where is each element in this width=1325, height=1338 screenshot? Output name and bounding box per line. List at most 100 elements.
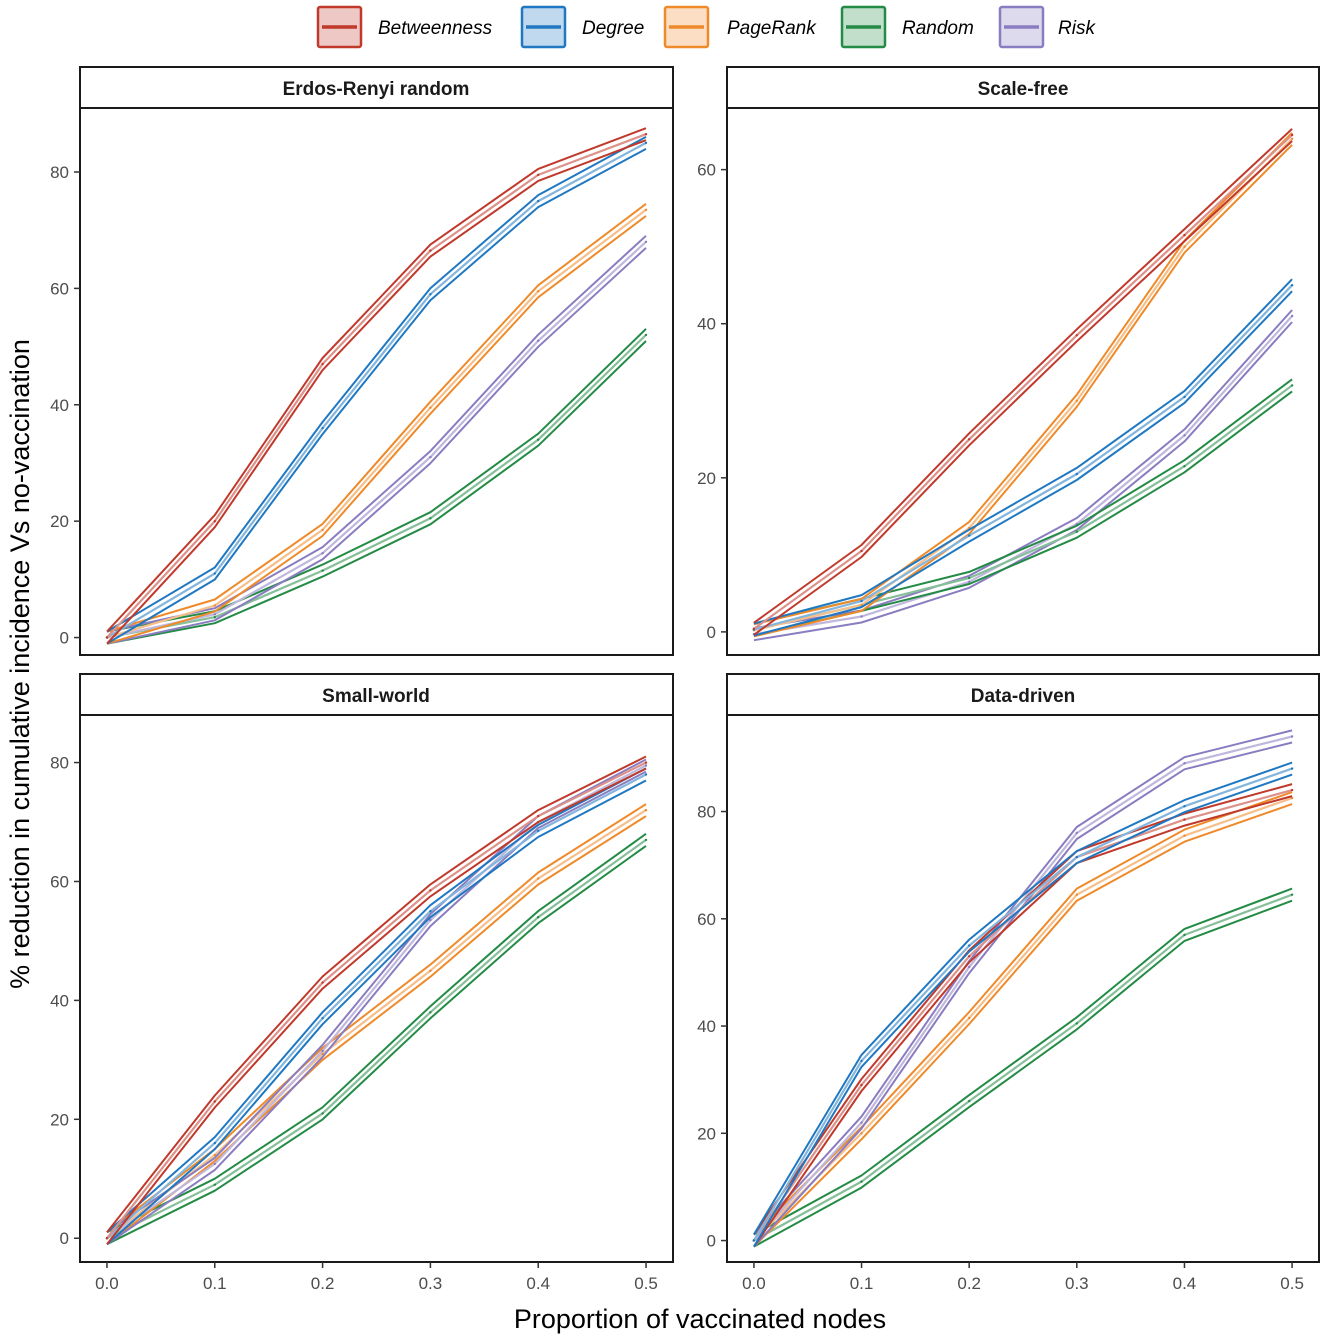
- x-tick-label: 0.5: [634, 1274, 658, 1293]
- x-tick-label: 0.2: [957, 1274, 981, 1293]
- series-degree-point: [644, 773, 648, 776]
- series-random-upper: [106, 328, 647, 633]
- series-pagerank-upper: [753, 791, 1293, 1236]
- series-risk-point: [860, 615, 863, 618]
- series-random-lower: [106, 340, 647, 645]
- legend-label-risk: Risk: [1058, 18, 1096, 39]
- series-betweenness: [105, 755, 648, 1245]
- series-betweenness-point: [1183, 233, 1186, 237]
- series-degree-point: [860, 1059, 863, 1063]
- y-tick-label: 40: [50, 396, 69, 415]
- series-betweenness-point: [429, 249, 432, 252]
- series-betweenness-point: [968, 955, 971, 958]
- series-pagerank-point: [1290, 137, 1294, 140]
- y-tick-label: 80: [50, 163, 69, 182]
- series-degree-point: [1290, 767, 1294, 770]
- series-random-point: [321, 1112, 324, 1115]
- series-random-lower: [753, 899, 1293, 1248]
- series-degree-point: [968, 944, 971, 947]
- series-betweenness-lower: [106, 767, 647, 1245]
- series-degree-line: [106, 773, 647, 1240]
- series-pagerank-point: [1075, 893, 1079, 896]
- plot-area: [726, 714, 1320, 1263]
- legend-item-random: Random: [840, 5, 974, 49]
- y-axis: 0 20 40 60: [697, 161, 727, 642]
- series-random-point: [1290, 893, 1294, 896]
- series-pagerank-point: [860, 603, 863, 607]
- series-degree-point: [752, 1239, 756, 1242]
- series-degree-point: [429, 293, 432, 296]
- series-betweenness-point: [429, 889, 432, 892]
- series-betweenness-point: [537, 814, 540, 818]
- y-tick-label: 40: [697, 1017, 716, 1036]
- series-risk-point: [860, 1121, 863, 1124]
- series-risk-lower: [106, 247, 647, 645]
- legend-item-pagerank: PageRank: [663, 5, 817, 49]
- series-degree-lower: [753, 290, 1293, 637]
- legend: Betweenness Degree PageRank Random Risk: [316, 5, 1096, 49]
- series-pagerank-line: [753, 138, 1293, 632]
- y-tick-label: 40: [50, 991, 69, 1010]
- series-random-upper: [106, 832, 647, 1234]
- series-random-point: [1183, 933, 1186, 937]
- series-betweenness-line: [106, 133, 647, 639]
- series-pagerank-upper: [106, 803, 647, 1233]
- y-axis: 0 20 40 60 80: [697, 803, 727, 1251]
- series-random-point: [1075, 530, 1079, 533]
- series-risk-point: [644, 240, 648, 243]
- legend-label-betweenness: Betweenness: [378, 18, 493, 39]
- series-betweenness-point: [105, 1237, 109, 1240]
- x-tick-label: 0.5: [1280, 1274, 1304, 1293]
- series-random-line: [106, 334, 647, 639]
- series-random: [105, 328, 648, 645]
- series-degree-point: [860, 599, 863, 603]
- series-pagerank-point: [1183, 834, 1186, 837]
- series-random-point: [1290, 384, 1294, 387]
- series-random: [752, 887, 1294, 1248]
- series-random: [105, 832, 648, 1246]
- series-betweenness: [752, 128, 1294, 636]
- series-betweenness-point: [1075, 334, 1079, 337]
- y-tick-label: 80: [50, 754, 69, 773]
- series-degree-point: [1290, 284, 1294, 287]
- series-degree-point: [213, 1141, 216, 1145]
- series-pagerank-upper: [106, 203, 647, 633]
- series-degree-point: [968, 534, 971, 537]
- panel-title: Small-world: [322, 686, 430, 707]
- series-betweenness-point: [644, 761, 648, 764]
- series-risk-point: [537, 339, 540, 342]
- series-degree-upper: [753, 761, 1293, 1236]
- series-betweenness-upper: [106, 127, 647, 633]
- y-axis: 0 20 40 60 80: [50, 163, 80, 648]
- series-betweenness-point: [752, 627, 756, 630]
- series-degree-point: [321, 1017, 324, 1020]
- series-pagerank: [752, 132, 1294, 638]
- y-tick-label: 60: [50, 872, 69, 891]
- series-betweenness-point: [968, 438, 971, 441]
- series-degree-line: [753, 284, 1293, 631]
- panel-scale-free: Scale-free 0 20 40 60: [697, 66, 1320, 656]
- series-degree: [105, 136, 648, 645]
- series-random-line: [106, 839, 647, 1240]
- y-tick-label: 40: [697, 315, 716, 334]
- series-betweenness-point: [644, 133, 648, 136]
- series-risk-point: [1290, 735, 1294, 738]
- x-tick-label: 0.1: [203, 1274, 227, 1293]
- series-pagerank-point: [321, 528, 324, 532]
- series-pagerank-point: [1183, 245, 1186, 248]
- y-tick-label: 0: [60, 629, 69, 648]
- series-pagerank-point: [429, 969, 432, 972]
- series-pagerank-point: [644, 808, 648, 812]
- panel-title: Erdos-Renyi random: [283, 79, 470, 100]
- panel-title: Scale-free: [978, 79, 1069, 100]
- panel-small-world: Small-world 0 20 40 60 80 0.0 0.1 0.2 0.3 0.4 0.5: [50, 673, 674, 1293]
- series-degree-line: [106, 141, 647, 639]
- series-pagerank-line: [106, 809, 647, 1240]
- series-degree-point: [537, 829, 540, 833]
- series-pagerank-point: [321, 1052, 324, 1056]
- series-betweenness-point: [213, 1100, 216, 1103]
- series-random-point: [213, 616, 216, 619]
